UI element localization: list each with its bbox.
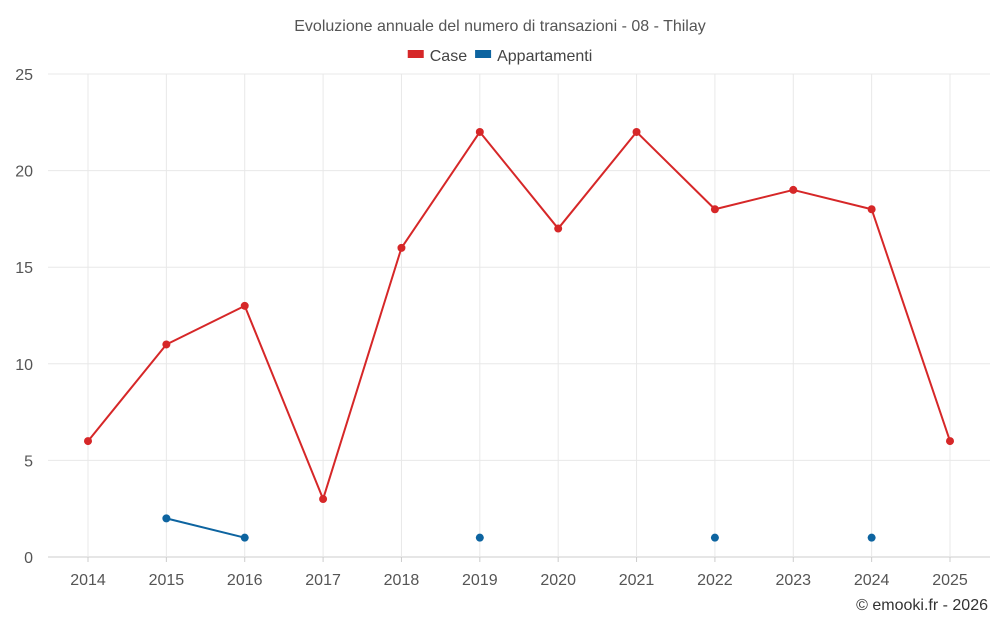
data-point-appartamenti-2016[interactable]: [240, 533, 249, 542]
series-layer: [84, 127, 954, 542]
x-tick-label: 2014: [70, 572, 106, 589]
data-point-case-2024[interactable]: [867, 205, 876, 214]
x-tick-label: 2020: [540, 572, 576, 589]
y-tick-label: 15: [15, 260, 33, 277]
x-tick-label: 2022: [697, 572, 733, 589]
data-point-case-2025[interactable]: [946, 437, 954, 446]
x-tick-label: 2023: [775, 572, 811, 589]
x-tick-label: 2025: [932, 572, 968, 589]
data-point-case-2019[interactable]: [475, 127, 484, 136]
x-tick-label: 2019: [462, 572, 498, 589]
series-line-case: [87, 130, 951, 501]
legend: Case Appartamenti: [407, 48, 592, 65]
y-axis: 0 5 10 15 20 25: [15, 67, 33, 567]
y-tick-label: 20: [15, 164, 33, 181]
chart-title: Evoluzione annuale del numero di transaz…: [294, 18, 706, 35]
x-tick-label: 2016: [227, 572, 263, 589]
data-point-case-2016[interactable]: [240, 301, 249, 310]
series-line-appartamenti: [166, 517, 245, 539]
data-point-appartamenti-2024[interactable]: [867, 533, 876, 542]
y-tick-label: 0: [24, 550, 33, 567]
y-tick-label: 5: [24, 453, 33, 470]
data-point-appartamenti-2015[interactable]: [162, 514, 171, 523]
x-tick-label: 2017: [305, 572, 341, 589]
data-point-case-2020[interactable]: [554, 224, 563, 233]
x-tick-label: 2015: [149, 572, 185, 589]
credit-text: © emooki.fr - 2026: [856, 597, 988, 614]
x-tick-label: 2024: [854, 572, 890, 589]
legend-swatch: [407, 50, 424, 58]
data-point-case-2017[interactable]: [319, 495, 328, 504]
x-tick-label: 2018: [384, 572, 420, 589]
legend-swatch: [475, 50, 492, 58]
data-point-case-2018[interactable]: [397, 243, 406, 252]
y-tick-label: 25: [15, 67, 33, 84]
x-tick-label: 2021: [619, 572, 655, 589]
y-tick-label: 10: [15, 357, 33, 374]
grid: [48, 73, 990, 558]
x-axis: 2014 2015 2016 2017 2018 2019 2020 2021 2022 2023…: [70, 557, 968, 589]
legend-item-case[interactable]: Case: [407, 48, 467, 65]
data-point-case-2023[interactable]: [789, 185, 798, 194]
data-point-case-2021[interactable]: [632, 127, 641, 136]
data-point-appartamenti-2019[interactable]: [475, 533, 484, 542]
legend-label: Appartamenti: [497, 48, 592, 65]
legend-label: Case: [430, 48, 467, 65]
data-point-appartamenti-2022[interactable]: [710, 533, 719, 542]
data-point-case-2015[interactable]: [162, 340, 171, 349]
legend-item-appartamenti[interactable]: Appartamenti: [475, 48, 592, 65]
data-point-case-2014[interactable]: [84, 437, 92, 446]
data-point-case-2022[interactable]: [710, 205, 719, 214]
